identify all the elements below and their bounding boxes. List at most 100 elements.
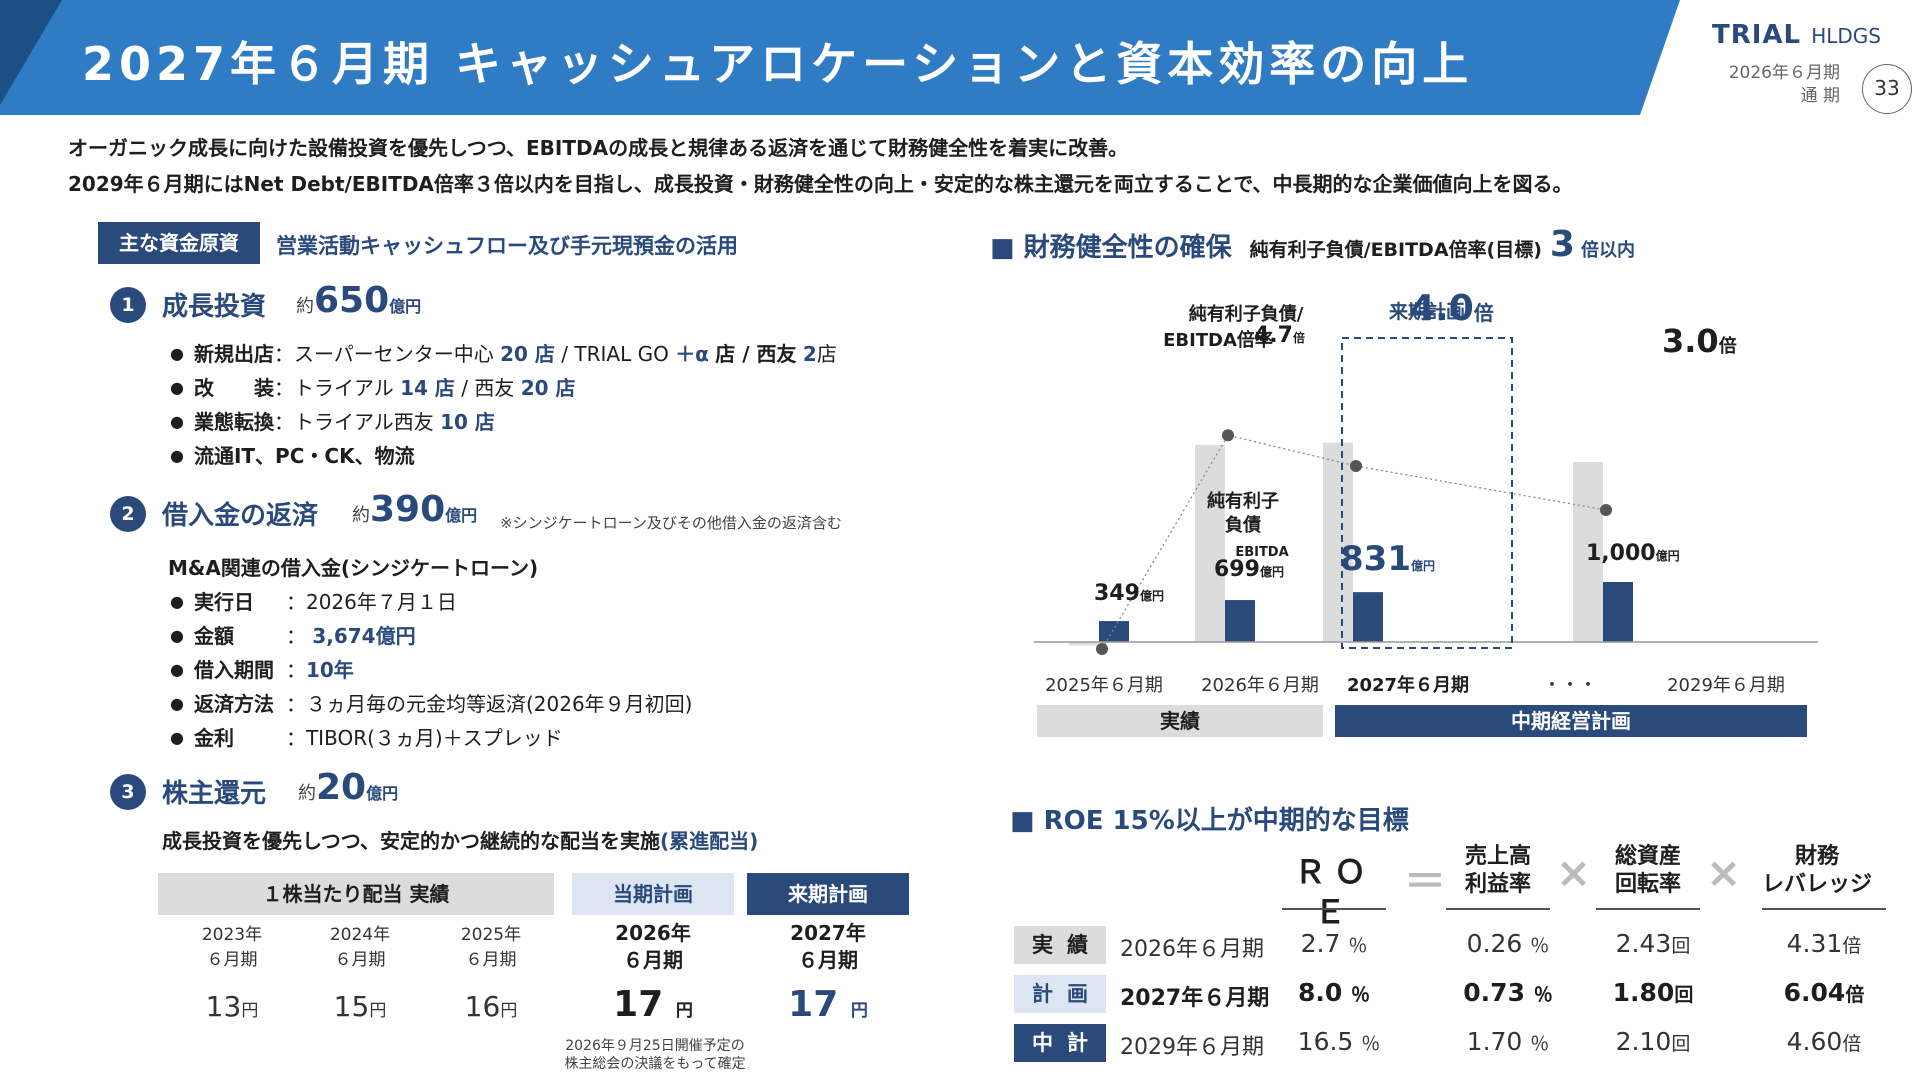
dividend-value-2024: 15円 <box>333 990 387 1023</box>
funding-tag: 主な資金原資 <box>98 222 260 264</box>
roe-value-plan: 8.0 ％ <box>1297 978 1371 1007</box>
dividend-value-2026: 17 円 <box>613 984 693 1025</box>
debt-annotation-1: 純有利子 <box>1207 490 1279 512</box>
group-plan-bar <box>1335 705 1807 737</box>
dividend-head-next: 来期計画 <box>747 873 909 915</box>
return-title: 株主還元 <box>162 779 267 809</box>
repay-amount: 約390億円 <box>352 489 478 530</box>
page-number: 33 <box>1862 64 1912 114</box>
dividend-head-current: 当期計画 <box>572 873 734 915</box>
ebitda-bar <box>1225 600 1255 642</box>
debt-bar <box>1195 444 1225 642</box>
leverage-header: 財務 レバレッジ <box>1761 844 1872 897</box>
times-sign-2: × <box>1706 848 1742 897</box>
bar-value-label: 699億円 <box>1214 557 1284 582</box>
repay-title: 借入金の返済 <box>162 501 319 531</box>
roe-row-period-actual: 2026年６月期 <box>1120 937 1264 962</box>
leverage-header-line <box>1762 908 1886 910</box>
loan-row-4: 返済方法：３ヵ月毎の元金均等返済(2026年９月初回) <box>170 688 693 717</box>
period-label: 2026年６月期通 期 <box>1728 63 1840 106</box>
page-title: 2027年６月期 キャッシュアロケーションと資本効率の向上 <box>82 37 1474 91</box>
intro-line-1: オーガニック成長に向けた設備投資を優先しつつ、EBITDAの成長と規律ある返済を… <box>68 136 1129 160</box>
ratio-label: 4.0倍 <box>1410 290 1494 329</box>
margin-value-plan: 0.73 ％ <box>1463 978 1553 1007</box>
loan-row-5: 金利：TIBOR(３ヵ月)＋スプレッド <box>170 722 563 751</box>
loan-row-3: 借入期間：10年 <box>170 654 354 683</box>
roe-row-label-actual: 実績 <box>1014 926 1106 964</box>
growth-item-3: 業態転換：トライアル西友 10 店 <box>170 406 495 435</box>
dividend-year-2025: 2025年 ６月期 <box>460 925 522 970</box>
repay-note: ※シンジケートローン及びその他借入金の返済含む <box>500 514 842 532</box>
category-label: 2025年６月期 <box>1045 675 1163 696</box>
roe-header-line <box>1282 908 1386 910</box>
roe-value-midterm: 16.5 ％ <box>1297 1027 1381 1056</box>
ratio-point <box>1222 429 1234 442</box>
dividend-year-2026: 2026年 ６月期 <box>615 921 691 972</box>
group-plan-label: 中期経営計画 <box>1511 709 1631 733</box>
ratio-point <box>1096 643 1108 656</box>
header-banner <box>0 0 1680 115</box>
debt-bar <box>1069 642 1099 646</box>
section-number-3: 3 <box>110 774 146 810</box>
category-label: ・・・ <box>1543 675 1597 696</box>
ratio-annotation-2: EBITDA倍率 <box>1163 329 1273 351</box>
debt-annotation-2: 負債 <box>1225 514 1261 536</box>
margin-header-line <box>1446 908 1550 910</box>
roe-header: ＲＯＥ <box>1293 853 1374 931</box>
syndicate-loan-title: M&A関連の借入金(シンジケートローン) <box>168 556 539 580</box>
dividend-note: 2026年９月25日開催予定の 株主総会の決議をもって確定 <box>564 1038 746 1072</box>
section-number-2: 2 <box>110 496 146 532</box>
dividend-year-2027: 2027年 ６月期 <box>790 921 866 972</box>
growth-item-2: 改 装：トライアル 14 店 / 西友 20 店 <box>170 372 576 401</box>
growth-title: 成長投資 <box>162 292 267 322</box>
roe-row-label-midterm: 中計 <box>1014 1024 1106 1062</box>
turnover-value-plan: 1.80回 <box>1612 978 1694 1007</box>
net-debt-ebitda-chart: 来期計画 純有利子負債/ EBITDA倍率 純有利子 負債 EBITDA 4.7… <box>1034 290 1818 737</box>
intro-line-2: 2029年６月期にはNet Debt/EBITDA倍率３倍以内を目指し、成長投資… <box>68 172 1573 196</box>
dividend-year-2024: 2024年 ６月期 <box>329 925 391 970</box>
dividend-value-2027: 17 円 <box>788 984 868 1025</box>
dividend-value-2025: 16円 <box>464 990 518 1023</box>
dividend-head-actual: １株当たり配当 実績 <box>158 873 554 915</box>
margin-value-midterm: 1.70 ％ <box>1466 1027 1550 1056</box>
next-plan-label: 来期計画 <box>1389 300 1465 323</box>
turnover-header-line <box>1596 908 1700 910</box>
roe-title: ■ ROE 15%以上が中期的な目標 <box>1010 806 1409 836</box>
bar-value-label: 1,000億円 <box>1586 541 1680 566</box>
leverage-value-plan: 6.04倍 <box>1783 978 1865 1007</box>
leverage-value-midterm: 4.60倍 <box>1786 1027 1862 1056</box>
roe-row-label-plan: 計画 <box>1014 975 1106 1013</box>
funding-desc: 営業活動キャッシュフロー及び手元現預金の活用 <box>276 234 738 258</box>
category-label: 2026年６月期 <box>1201 675 1319 696</box>
loan-row-2: 金額： 3,674億円 <box>170 620 416 649</box>
leverage-value-actual: 4.31倍 <box>1786 929 1862 958</box>
ratio-annotation-1: 純有利子負債/ <box>1189 303 1304 325</box>
ratio-point <box>1350 460 1362 472</box>
roe-row-period-plan: 2027年６月期 <box>1120 986 1270 1011</box>
times-sign-1: × <box>1556 848 1592 897</box>
roe-value-actual: 2.7 ％ <box>1300 929 1368 958</box>
growth-item-1: 新規出店：スーパーセンター中心 20 店 / TRIAL GO ＋α 店 / 西… <box>170 338 837 367</box>
bar-value-label: 831億円 <box>1340 539 1435 579</box>
company-logo: TRIAL HLDGS <box>1712 20 1881 50</box>
growth-item-4: 流通IT、PC・CK、物流 <box>170 440 415 469</box>
ebitda-bar <box>1353 592 1383 642</box>
return-amount: 約20億円 <box>298 767 399 808</box>
next-plan-box <box>1341 337 1513 649</box>
return-desc: 成長投資を優先しつつ、安定的かつ継続的な配当を実施(累進配当) <box>162 829 759 853</box>
bar-value-label: 349億円 <box>1094 581 1164 606</box>
category-label: 2027年６月期 <box>1347 674 1469 696</box>
ebitda-annotation: EBITDA <box>1235 545 1288 560</box>
turnover-value-actual: 2.43回 <box>1615 929 1691 958</box>
ratio-line <box>1101 434 1607 650</box>
turnover-header: 総資産 回転率 <box>1614 844 1681 897</box>
health-title: ■ 財務健全性の確保 純有利子負債/EBITDA倍率(目標) 3 倍以内 <box>990 224 1635 265</box>
ratio-label: 3.0倍 <box>1662 322 1737 360</box>
growth-amount: 約650億円 <box>296 280 422 321</box>
roe-row-period-midterm: 2029年６月期 <box>1120 1035 1264 1060</box>
equals-sign: ＝ <box>1404 857 1447 906</box>
ratio-point <box>1600 504 1612 516</box>
ratio-label: 4.7倍 <box>1254 323 1305 348</box>
loan-row-1: 実行日：2026年７月１日 <box>170 586 457 615</box>
ebitda-bar <box>1603 582 1633 642</box>
